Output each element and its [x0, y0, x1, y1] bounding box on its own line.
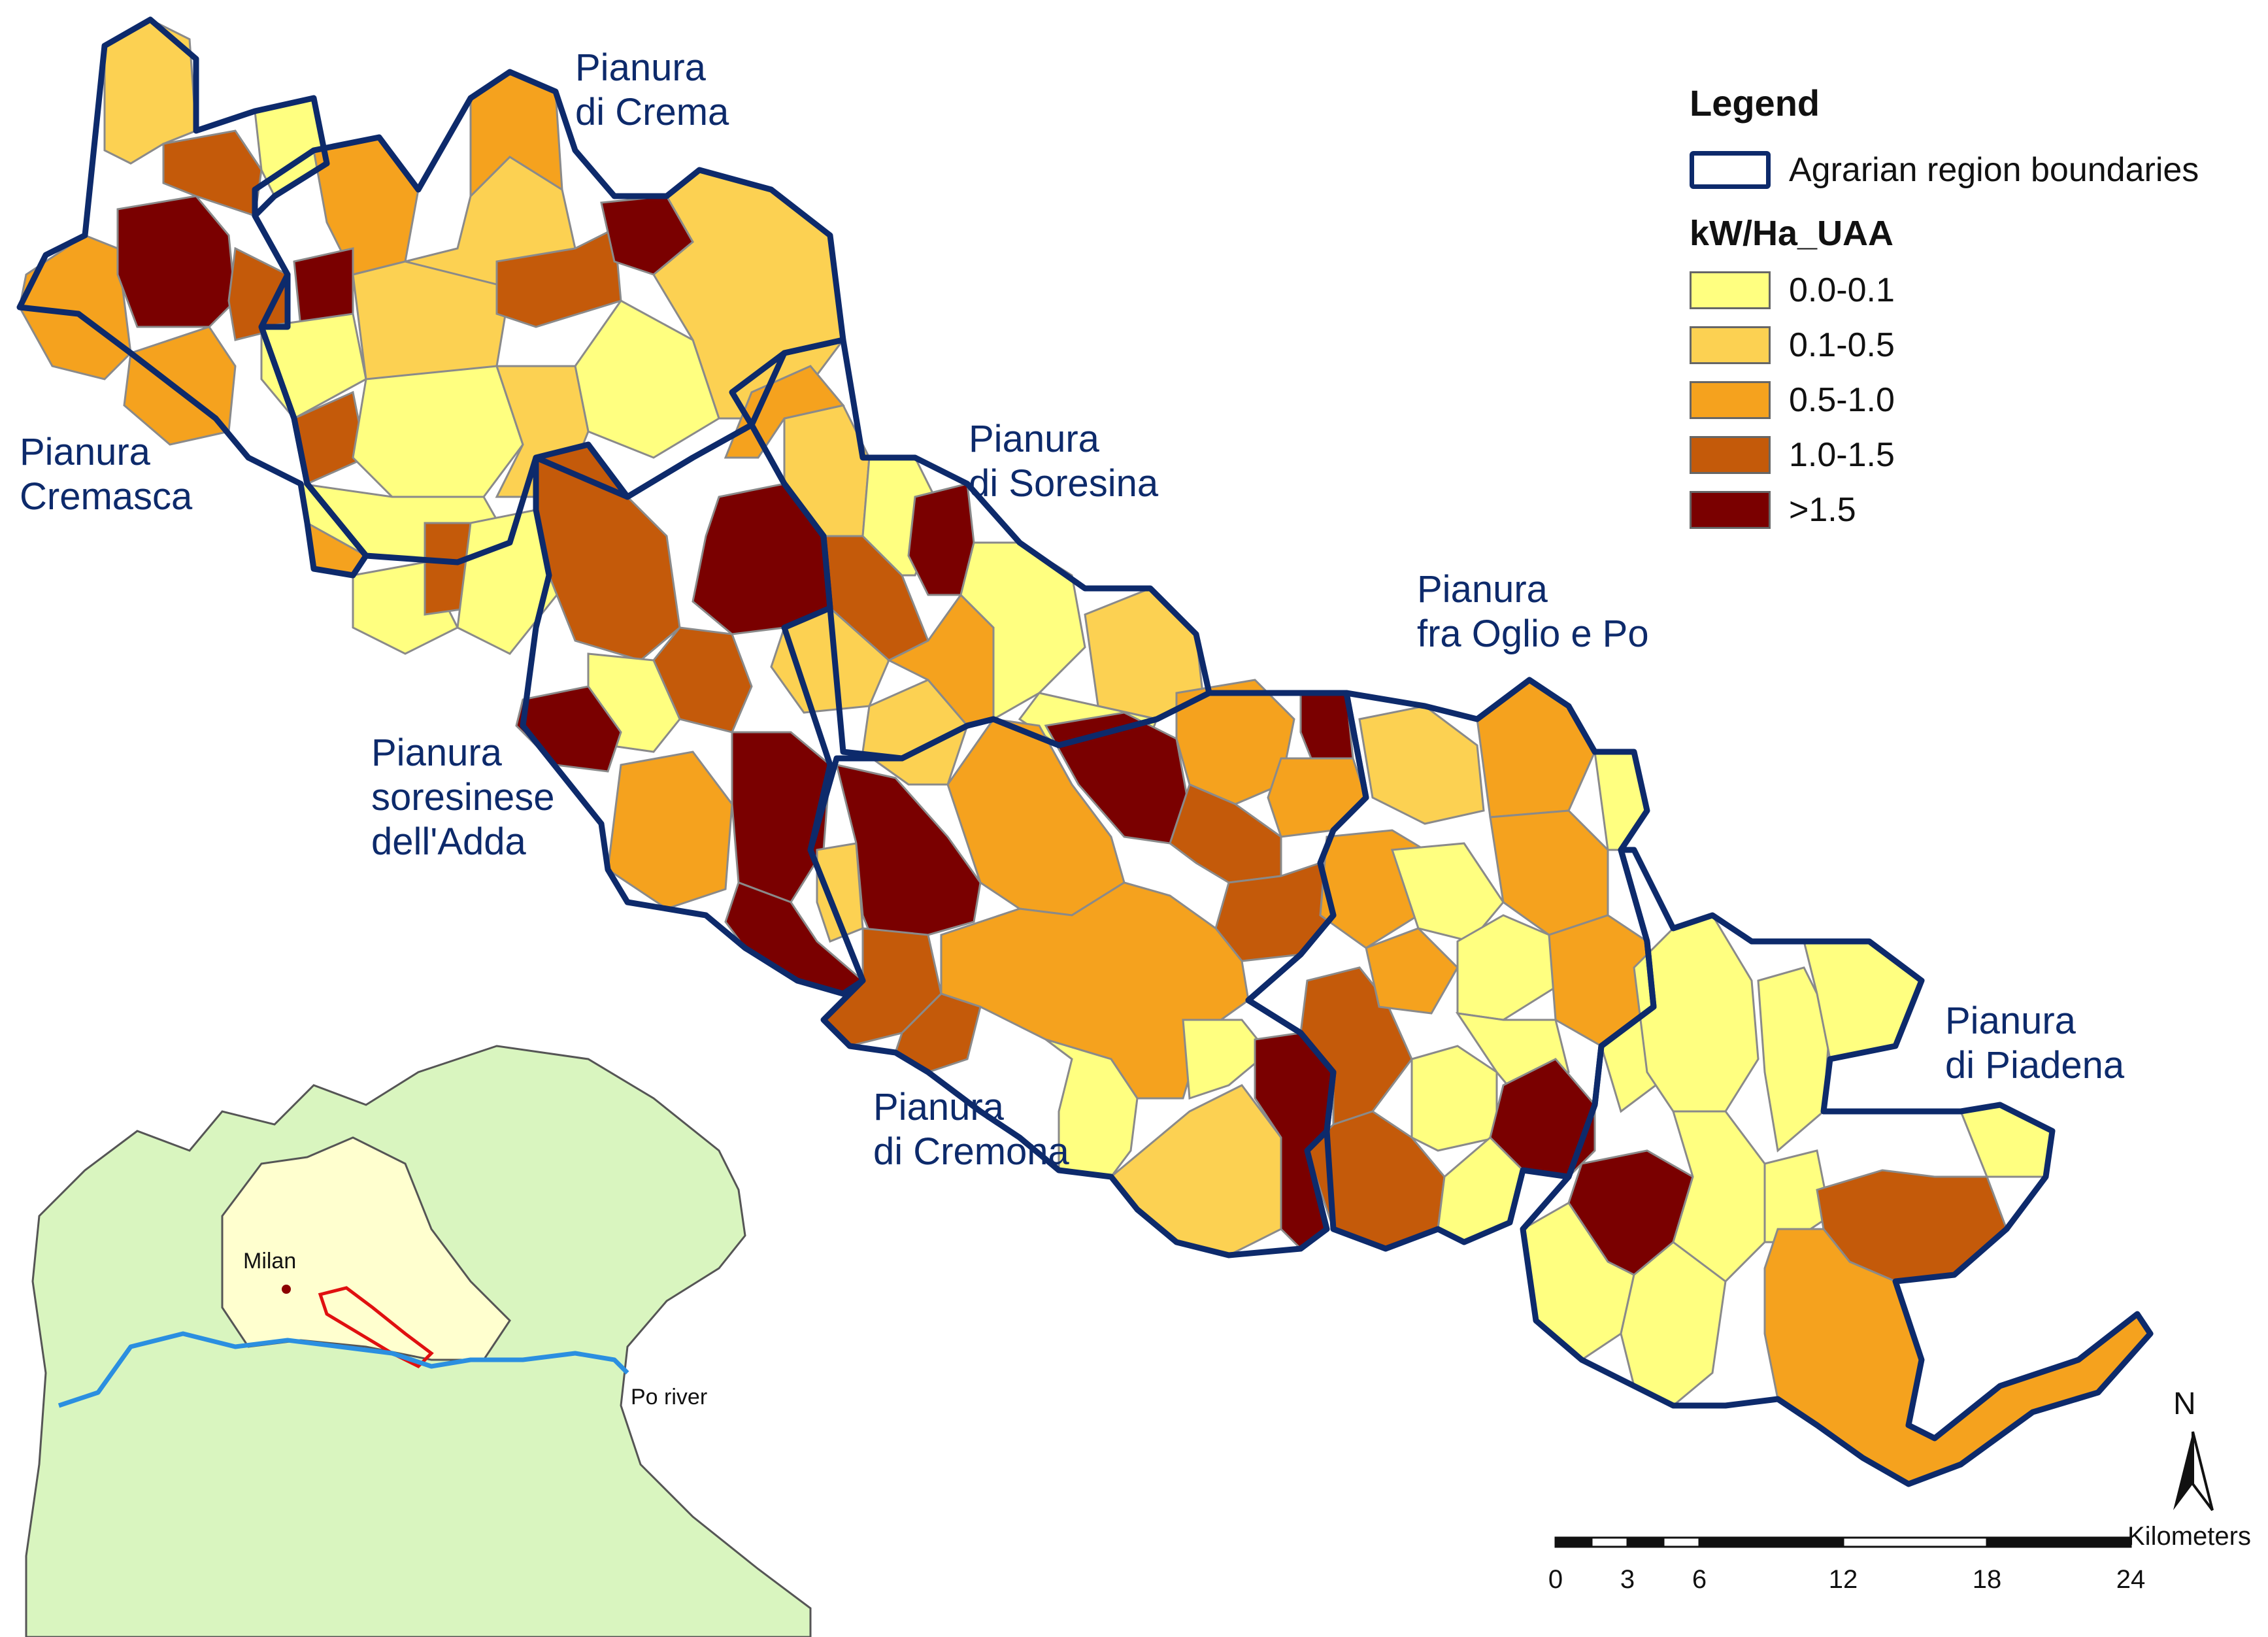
- inset-river-label: Po river: [631, 1385, 708, 1409]
- agrarian-region-boundaries: [16, 16, 2154, 1487]
- municipality: [1620, 1241, 1727, 1407]
- municipality: [731, 731, 831, 903]
- municipality: [1390, 842, 1505, 943]
- municipality-polygons: [18, 18, 2152, 1485]
- municipality: [1358, 705, 1485, 825]
- legend-class-row: 1.0-1.5: [1690, 428, 2239, 482]
- scale-seg: [1698, 1536, 1844, 1548]
- north-arrow-label: N: [2173, 1387, 2196, 1421]
- legend-class-label: 0.5-1.0: [1789, 381, 1895, 419]
- municipality: [1476, 679, 1596, 818]
- region-label-piadena: Pianura di Piadena: [1945, 1000, 2125, 1087]
- region-label-oglio-po: Pianura fra Oglio e Po: [1417, 568, 1649, 655]
- legend-class-label: 0.0-0.1: [1789, 271, 1895, 309]
- municipality: [1365, 927, 1459, 1015]
- scale-tick-label: 18: [1972, 1565, 2002, 1594]
- region-label-crema: Pianura di Crema: [575, 46, 729, 133]
- legend-boundary-label: Agrarian region boundaries: [1789, 151, 2199, 189]
- scale-seg: [1554, 1536, 1593, 1548]
- scale-tick-label: 0: [1548, 1565, 1563, 1594]
- inset-milan-dot: [282, 1285, 291, 1294]
- municipality: [18, 234, 132, 380]
- inset-po-river: [58, 1331, 629, 1408]
- legend-class-row: 0.5-1.0: [1690, 373, 2239, 428]
- legend-swatch: [1690, 436, 1771, 474]
- legend-boundary-swatch: [1690, 151, 1771, 189]
- scale-tick-label: 3: [1620, 1565, 1635, 1594]
- municipality: [1299, 692, 1354, 766]
- scale-tick-label: 12: [1828, 1565, 1858, 1594]
- scale-bar-unit: Kilometers: [2127, 1522, 2251, 1551]
- municipality: [835, 764, 982, 949]
- scale-seg: [1626, 1536, 1665, 1548]
- location-inset-map: [0, 1033, 812, 1637]
- legend-swatch: [1690, 381, 1771, 419]
- municipality: [946, 718, 1126, 917]
- region-label-cremona: Pianura di Cremona: [873, 1086, 1069, 1173]
- scale-seg: [1590, 1536, 1629, 1548]
- north-arrow-left: [2173, 1432, 2193, 1510]
- municipality: [116, 195, 237, 328]
- legend-swatch: [1690, 326, 1771, 364]
- legend-class-row: >1.5: [1690, 482, 2239, 537]
- scale-tick-label: 24: [2116, 1565, 2146, 1594]
- inset-study-area: [318, 1286, 434, 1369]
- municipality: [1175, 679, 1295, 805]
- legend: Legend Agrarian region boundaries kW/Ha_…: [1690, 82, 2239, 537]
- inset-city-label: Milan: [243, 1249, 297, 1274]
- legend-swatch: [1690, 271, 1771, 309]
- region-label-cremasca: Pianura Cremasca: [20, 431, 193, 518]
- municipality: [1267, 757, 1367, 838]
- region-label-soresina: Pianura di Soresina: [969, 418, 1159, 505]
- municipality: [1410, 1045, 1498, 1152]
- municipality: [1959, 1104, 2054, 1178]
- boundary-oglio-po: [1245, 677, 1657, 1252]
- legend-classes-title: kW/Ha_UAA: [1690, 214, 1894, 253]
- municipality: [1169, 783, 1282, 884]
- municipality: [352, 365, 524, 498]
- scale-seg: [1986, 1536, 2132, 1548]
- municipality: [607, 751, 733, 910]
- scale-seg: [1842, 1536, 1988, 1548]
- boundary-piadena: [1520, 847, 2154, 1487]
- legend-swatch: [1690, 491, 1771, 529]
- scale-seg: [1662, 1536, 1701, 1548]
- legend-class-label: >1.5: [1789, 491, 1856, 529]
- municipality: [123, 326, 237, 446]
- region-label-soresinese: Pianura soresinese dell'Adda: [371, 732, 555, 863]
- north-arrow-icon: [2173, 1431, 2214, 1511]
- legend-class-row: 0.1-0.5: [1690, 318, 2239, 373]
- municipality: [1182, 1019, 1270, 1100]
- legend-class-label: 0.1-0.5: [1789, 326, 1895, 364]
- legend-class-label: 1.0-1.5: [1789, 436, 1895, 474]
- legend-boundary-row: Agrarian region boundaries: [1690, 143, 2239, 197]
- legend-title: Legend: [1690, 82, 1820, 124]
- scale-bar: [1554, 1536, 2132, 1548]
- municipality: [1633, 914, 1759, 1113]
- north-arrow-right: [2192, 1431, 2214, 1511]
- scale-tick-label: 6: [1692, 1565, 1707, 1594]
- legend-class-row: 0.0-0.1: [1690, 263, 2239, 318]
- municipality: [940, 881, 1250, 1100]
